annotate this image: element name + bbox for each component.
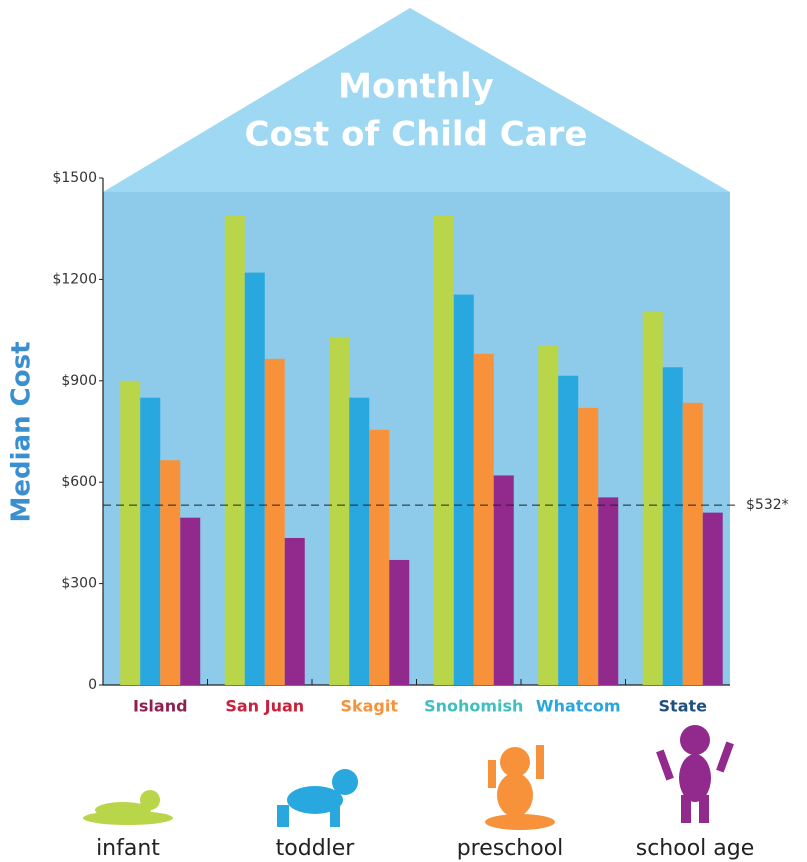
x-tick-label: State [659, 697, 708, 716]
y-tick-label: $600 [61, 474, 97, 490]
y-axis-label: Median Cost [7, 342, 37, 523]
bar [598, 497, 619, 685]
reference-label: $532* [746, 497, 789, 513]
bar [662, 367, 683, 685]
y-tick-label: $900 [61, 373, 97, 389]
bar [120, 380, 141, 685]
legend-icon [656, 725, 734, 823]
bar [433, 215, 454, 685]
x-tick-label: Island [133, 697, 188, 716]
legend-label: infant [96, 836, 160, 861]
bar [642, 311, 663, 685]
bar [369, 429, 390, 685]
bar [180, 517, 201, 685]
y-tick-label: $1200 [52, 271, 97, 287]
bar [224, 215, 245, 685]
bar [329, 336, 350, 685]
bar [682, 402, 703, 685]
x-tick-label: Skagit [340, 697, 398, 716]
bar [493, 475, 514, 685]
bar [558, 375, 579, 685]
legend-icon [83, 790, 173, 825]
roof [103, 8, 730, 192]
bar [389, 559, 410, 685]
x-tick-label: Snohomish [424, 697, 523, 716]
bar [244, 272, 265, 685]
bar [160, 460, 181, 685]
bar [538, 345, 559, 685]
x-tick-label: Whatcom [536, 697, 621, 716]
legend-icon [277, 769, 358, 827]
chart-title: Monthly [338, 67, 494, 107]
bar [264, 358, 285, 685]
legend-label: preschool [457, 836, 564, 861]
legend-icon [485, 745, 555, 830]
y-tick-label: $1500 [52, 170, 97, 186]
legend-label: toddler [276, 836, 356, 861]
legend-label: school age [636, 836, 755, 861]
bar [349, 397, 370, 685]
bar [284, 537, 305, 685]
bar [702, 512, 723, 685]
x-tick-label: San Juan [225, 697, 304, 716]
y-tick-label: 0 [88, 677, 97, 693]
chart-title: Cost of Child Care [245, 115, 588, 155]
plot-background [103, 192, 730, 685]
bar [140, 397, 161, 685]
bar [578, 407, 599, 685]
y-tick-label: $300 [61, 576, 97, 592]
bar [473, 353, 494, 685]
bar [453, 294, 474, 685]
